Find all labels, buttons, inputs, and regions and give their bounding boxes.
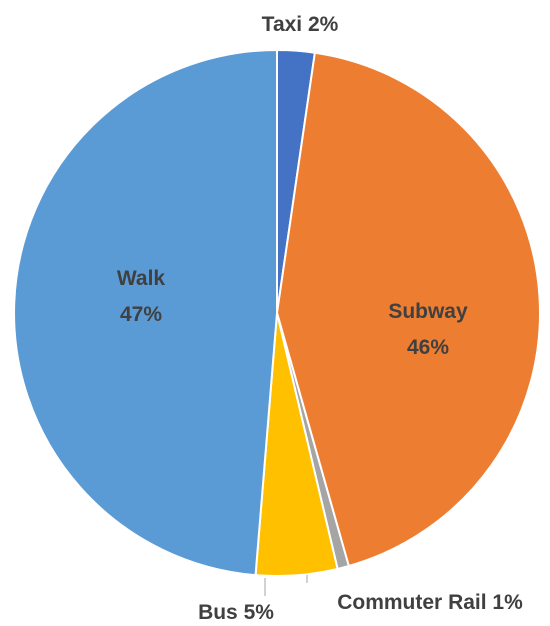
pie-slice-walk <box>13 48 278 577</box>
data-label-bus: Bus 5% <box>198 601 274 624</box>
pie-slice-subway <box>275 51 541 568</box>
data-labels: Taxi 2% Subway 46% Commuter Rail 1% Bus 5% Wa… <box>117 13 523 624</box>
data-label-taxi: Taxi 2% <box>262 13 339 36</box>
data-label-subway: Subway 46% <box>388 300 468 359</box>
pie-slices <box>13 48 541 577</box>
data-label-commuter-rail: Commuter Rail 1% <box>337 591 523 614</box>
leader-lines <box>264 575 308 596</box>
data-label-walk: Walk 47% <box>117 267 166 326</box>
